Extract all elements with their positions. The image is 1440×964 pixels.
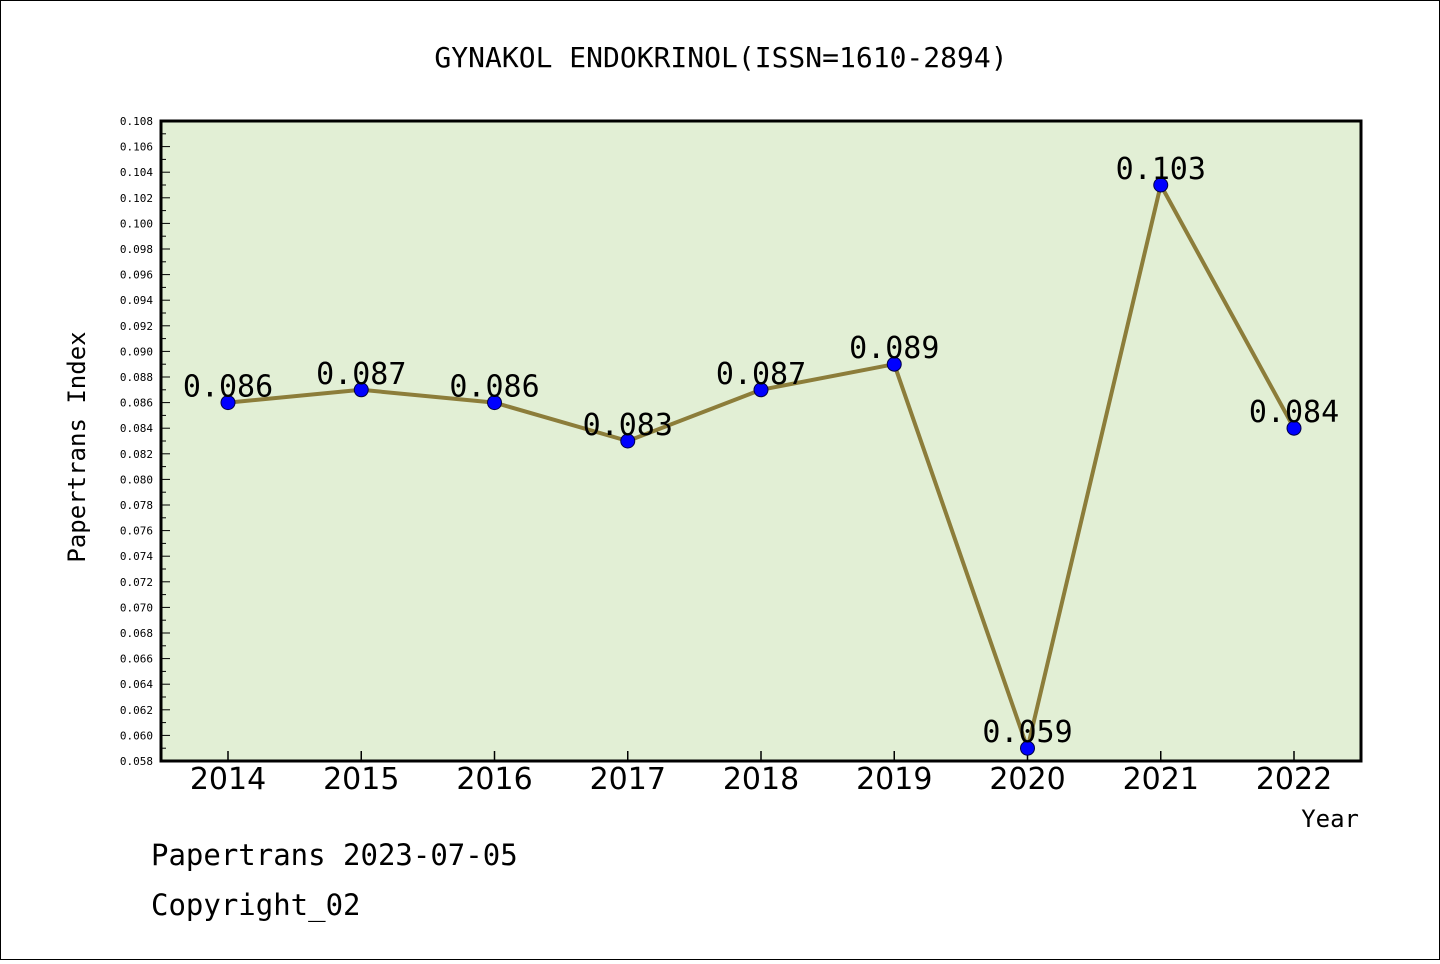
- data-label: 0.089: [849, 331, 939, 366]
- x-tick-label: 2022: [1256, 762, 1332, 797]
- footer-date: Papertrans 2023-07-05: [151, 838, 518, 872]
- y-tick-label: 0.082: [120, 448, 153, 461]
- y-tick-label: 0.086: [120, 397, 153, 410]
- x-tick-label: 2017: [590, 762, 666, 797]
- data-point: [1153, 177, 1169, 193]
- x-tick-label: 2015: [323, 762, 399, 797]
- y-tick-label: 0.078: [120, 499, 153, 512]
- y-axis: 0.058 0.060 0.062 0.064 0.066 0.068 0.070 0.072…: [120, 115, 170, 768]
- data-label: 0.086: [449, 370, 539, 405]
- data-label: 0.087: [716, 357, 806, 392]
- y-tick-label: 0.094: [120, 294, 153, 307]
- y-axis-label: Papertrans Index: [63, 331, 91, 562]
- x-tick-label: 2016: [456, 762, 532, 797]
- data-label: 0.086: [183, 370, 273, 405]
- data-labels: 0.086 0.087 0.086 0.083 0.087 0.089 0.059 0.103…: [183, 152, 1339, 750]
- data-label: 0.059: [982, 715, 1072, 750]
- chart-title: GYNAKOL ENDOKRINOL(ISSN=1610-2894): [434, 41, 1007, 74]
- y-tick-label: 0.098: [120, 243, 153, 256]
- y-tick-label: 0.092: [120, 320, 153, 333]
- x-tick-label: 2014: [190, 762, 266, 797]
- y-tick-label: 0.080: [120, 473, 153, 486]
- data-point: [487, 395, 502, 411]
- footer-copyright: Copyright_02: [151, 888, 361, 923]
- y-tick-label: 0.068: [120, 627, 153, 640]
- data-point: [753, 382, 769, 398]
- plot-border: [159, 119, 1363, 763]
- x-tick-label: 2018: [723, 762, 799, 797]
- y-tick-label: 0.100: [120, 217, 153, 230]
- plot-area: [161, 121, 1361, 761]
- y-tick-label: 0.104: [120, 166, 153, 179]
- y-tick-label: 0.058: [120, 755, 153, 768]
- y-tick-label: 0.088: [120, 371, 153, 384]
- y-tick-label: 0.090: [120, 345, 153, 358]
- y-tick-label: 0.064: [120, 678, 153, 691]
- y-tick-label: 0.102: [120, 192, 153, 205]
- y-tick-label: 0.074: [120, 550, 153, 563]
- y-tick-label: 0.084: [120, 422, 153, 435]
- x-axis-label: Year: [1301, 805, 1359, 833]
- y-tick-label: 0.076: [120, 525, 153, 538]
- x-tick-label: 2021: [1123, 762, 1199, 797]
- y-tick-label: 0.072: [120, 576, 153, 589]
- data-points: [220, 177, 1302, 756]
- data-point: [1286, 420, 1302, 436]
- data-label: 0.087: [316, 357, 406, 392]
- data-point: [353, 382, 369, 398]
- y-tick-label: 0.066: [120, 653, 153, 666]
- data-label: 0.084: [1249, 395, 1339, 430]
- x-axis: 2014 2015 2016 2017 2018 2019 2020 2021 2022: [190, 751, 1332, 797]
- data-point: [886, 356, 902, 372]
- x-tick-label: 2020: [989, 762, 1065, 797]
- data-label: 0.083: [583, 408, 673, 443]
- y-tick-label: 0.070: [120, 601, 153, 614]
- y-tick-label: 0.096: [120, 269, 153, 282]
- y-tick-label: 0.060: [120, 729, 153, 742]
- data-label: 0.103: [1116, 152, 1206, 187]
- data-point: [1020, 740, 1035, 756]
- y-tick-label: 0.062: [120, 704, 153, 717]
- data-point: [220, 395, 236, 411]
- y-tick-label: 0.106: [120, 141, 153, 154]
- y-tick-label: 0.108: [120, 115, 153, 128]
- x-tick-label: 2019: [856, 762, 932, 797]
- data-point: [620, 433, 636, 449]
